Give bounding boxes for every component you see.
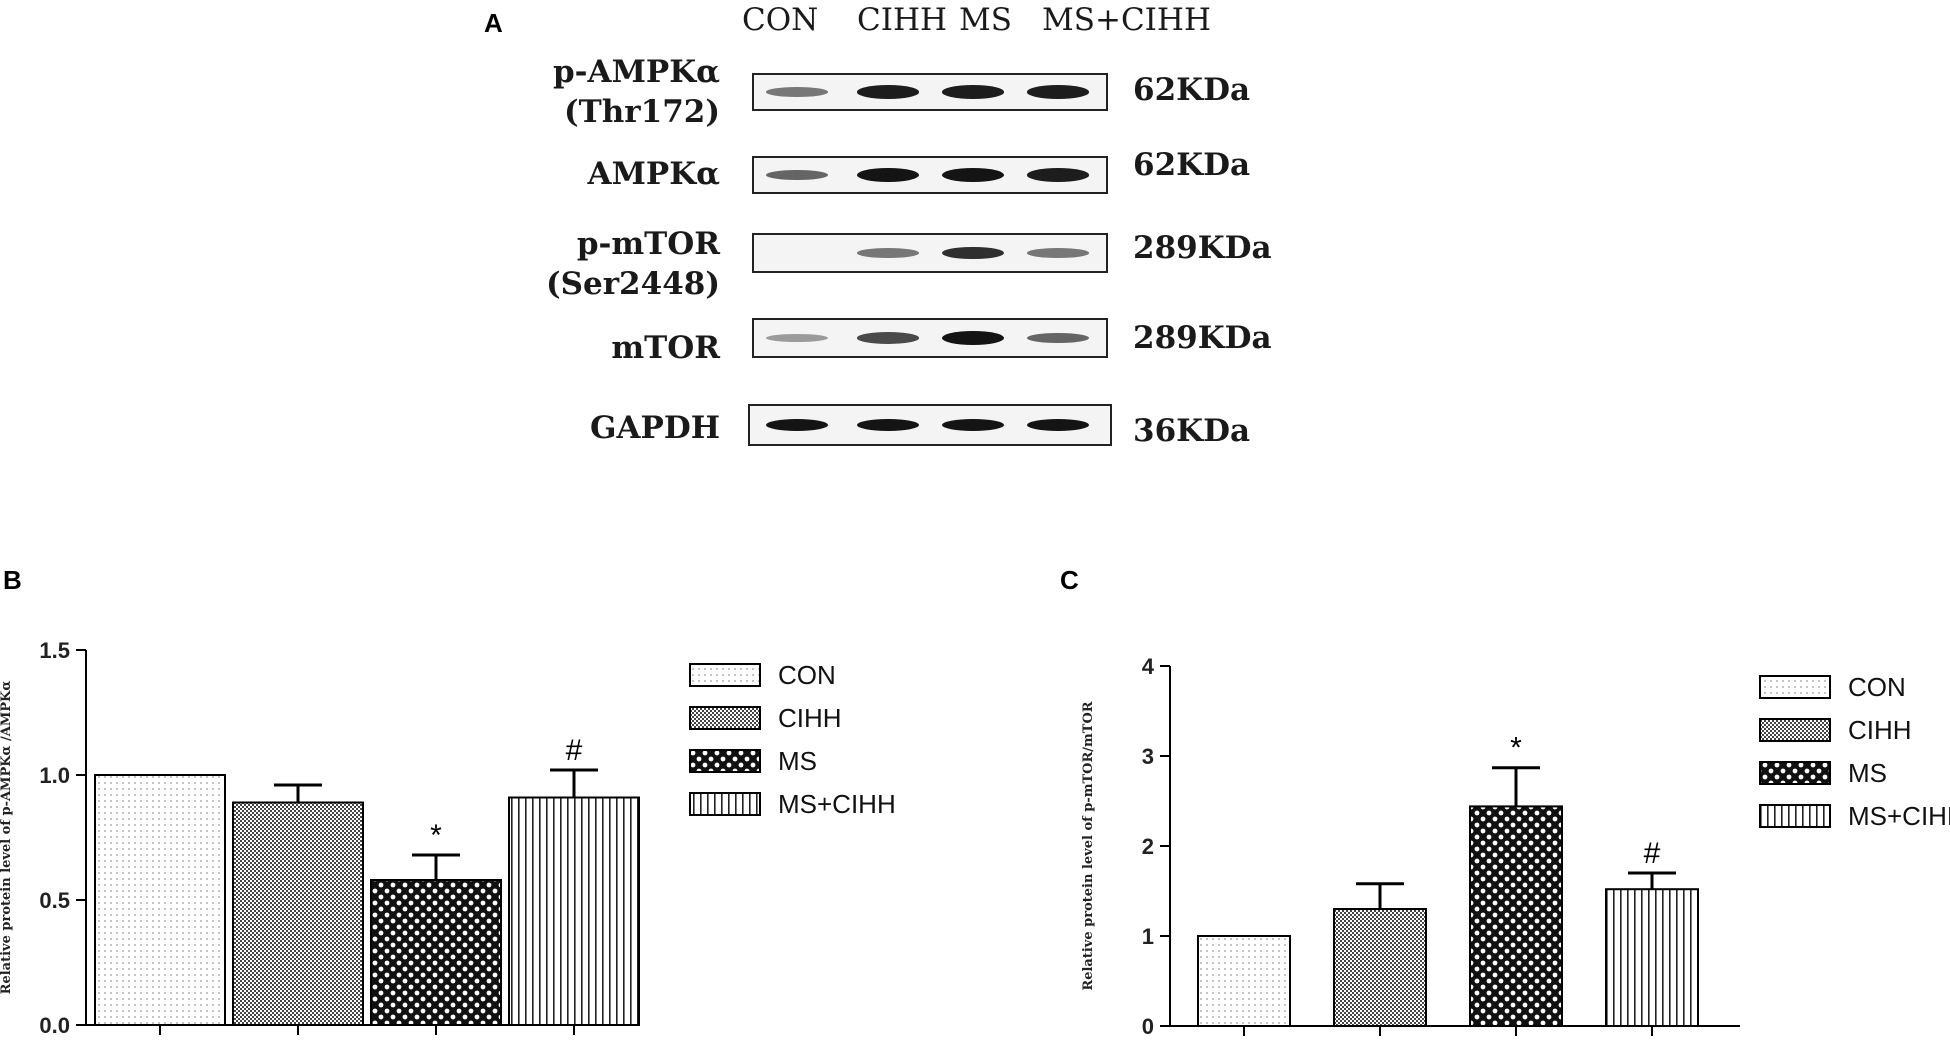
- legend-label: MS+CIHH: [1848, 801, 1950, 831]
- legend-label: MS: [778, 746, 817, 776]
- y-tick-label: 1.0: [39, 763, 70, 788]
- legend-label: CIHH: [778, 703, 842, 733]
- wb-row-label-gapdh: GAPDH: [589, 410, 720, 446]
- wb-band: [766, 419, 828, 431]
- lane-label-cihh: CIHH: [857, 2, 948, 38]
- bar-ms: [370, 879, 502, 1026]
- legend-label: CON: [778, 660, 836, 690]
- significance-mark: #: [1644, 837, 1661, 870]
- y-tick-label: 1.5: [39, 638, 70, 663]
- y-axis-label: Relative protein level of p-mTOR/mTOR: [1081, 701, 1096, 990]
- legend-label: CIHH: [1848, 715, 1912, 745]
- wb-band: [942, 168, 1004, 182]
- y-tick-label: 2: [1142, 834, 1154, 859]
- panel-label-a: A: [484, 8, 503, 38]
- legend-label: MS+CIHH: [778, 789, 896, 819]
- wb-band: [766, 169, 828, 181]
- wb-row-label-p-ampk: p-AMPKα (Thr172): [470, 52, 720, 132]
- bar-con: [1197, 935, 1291, 1027]
- wb-row-label-line2: (Thr172): [564, 94, 720, 130]
- wb-size-gapdh: 36KDa: [1133, 413, 1251, 449]
- bar-ms-cihh: [508, 796, 640, 1026]
- lane-label-con: CON: [742, 2, 819, 38]
- wb-size-p-ampk: 62KDa: [1133, 72, 1251, 108]
- y-tick-label: 3: [1142, 744, 1154, 769]
- legend-swatch: [1759, 718, 1831, 742]
- panel-label-c: C: [1060, 565, 1079, 595]
- wb-band: [1027, 168, 1089, 182]
- wb-band: [766, 334, 828, 342]
- wb-band: [857, 332, 919, 344]
- legend-swatch: [689, 749, 761, 773]
- legend-label: MS: [1848, 758, 1887, 788]
- lane-label-ms-cihh: MS+CIHH: [1042, 2, 1211, 38]
- significance-mark: *: [430, 819, 442, 852]
- legend-swatch: [1759, 675, 1831, 699]
- bar-chart-b: 0.0 0.5 1.0 1.5 Relative protein level of p-…: [0, 638, 896, 1038]
- y-tick-label: 1: [1142, 924, 1154, 949]
- wb-band: [1027, 332, 1089, 344]
- bar-ms-cihh: [1605, 888, 1699, 1028]
- panel-label-b: B: [3, 565, 22, 595]
- wb-band: [766, 87, 828, 97]
- legend-swatch: [689, 663, 761, 687]
- wb-band: [1027, 419, 1089, 431]
- wb-row-label-line2: (Ser2448): [545, 266, 720, 302]
- wb-row-label-ampk: AMPKα: [587, 156, 720, 192]
- wb-band: [857, 85, 919, 99]
- wb-blot-p-mtor: [752, 233, 1108, 273]
- wb-band: [1027, 248, 1089, 258]
- wb-band: [942, 419, 1004, 431]
- legend-swatch: [1759, 761, 1831, 785]
- significance-mark: *: [1510, 732, 1522, 765]
- bar-chart-c: 0 1 2 3 4 Relative protein level of p-mTOR/mT…: [1081, 654, 1950, 1039]
- wb-band: [857, 419, 919, 431]
- bar-ms: [1469, 805, 1563, 1027]
- wb-size-ampk: 62KDa: [1133, 147, 1251, 183]
- bar-con: [94, 774, 226, 1026]
- wb-row-label-p-mtor: p-mTOR (Ser2448): [470, 224, 720, 304]
- bar-cihh: [232, 801, 364, 1026]
- significance-mark: #: [566, 734, 583, 767]
- wb-band: [942, 246, 1004, 260]
- bar-cihh: [1333, 908, 1427, 1027]
- wb-row-label-line1: p-AMPKα: [552, 54, 720, 90]
- lane-label-ms: MS: [959, 2, 1012, 38]
- wb-size-mtor: 289KDa: [1133, 320, 1272, 356]
- y-tick-label: 0.5: [39, 888, 70, 913]
- y-tick-label: 4: [1142, 654, 1155, 679]
- y-tick-label: 0: [1142, 1014, 1154, 1039]
- wb-row-label-line1: p-mTOR: [576, 226, 720, 262]
- legend-swatch: [1759, 804, 1831, 828]
- wb-band: [942, 331, 1004, 345]
- wb-band: [942, 85, 1004, 99]
- wb-size-p-mtor: 289KDa: [1133, 230, 1272, 266]
- legend-swatch: [689, 792, 761, 816]
- y-axis-label: Relative protein level of p-AMPKα /AMPKα: [0, 681, 14, 995]
- wb-band: [857, 168, 919, 182]
- wb-band: [1027, 85, 1089, 99]
- wb-band: [857, 248, 919, 258]
- wb-row-label-mtor: mTOR: [611, 330, 720, 366]
- y-tick-label: 0.0: [39, 1013, 70, 1038]
- legend-swatch: [689, 706, 761, 730]
- legend-label: CON: [1848, 672, 1906, 702]
